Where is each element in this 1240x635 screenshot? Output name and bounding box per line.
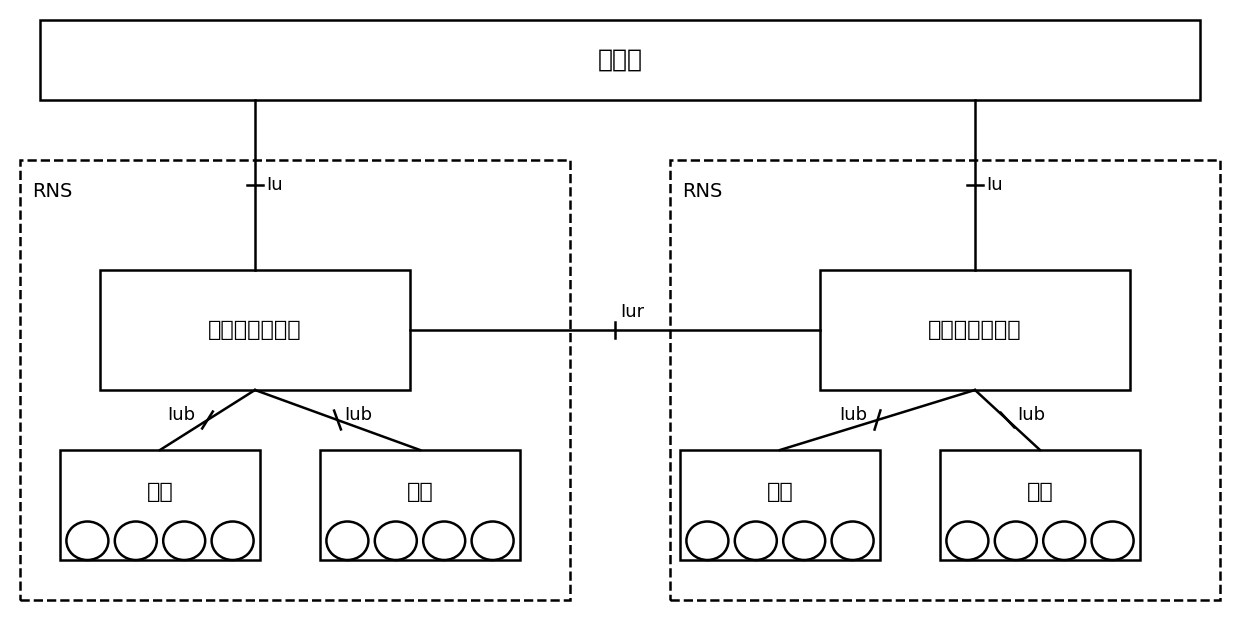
Text: Iub: Iub [167, 406, 195, 424]
Text: 基站: 基站 [146, 482, 174, 502]
Ellipse shape [374, 521, 417, 560]
Ellipse shape [1043, 521, 1085, 560]
Text: 基站: 基站 [1027, 482, 1053, 502]
Bar [940, 450, 1140, 560]
Bar [20, 160, 570, 600]
Ellipse shape [735, 521, 776, 560]
Text: Iub: Iub [1017, 406, 1045, 424]
Ellipse shape [423, 521, 465, 560]
Text: 基站: 基站 [766, 482, 794, 502]
Text: Iub: Iub [343, 406, 372, 424]
Ellipse shape [994, 521, 1037, 560]
Text: Iub: Iub [839, 406, 868, 424]
Text: RNS: RNS [32, 182, 72, 201]
Ellipse shape [832, 521, 874, 560]
Ellipse shape [115, 521, 156, 560]
Bar [60, 450, 260, 560]
Text: Iu: Iu [267, 176, 283, 194]
Ellipse shape [164, 521, 205, 560]
Ellipse shape [946, 521, 988, 560]
Bar [820, 270, 1130, 390]
Text: 基站: 基站 [407, 482, 433, 502]
Text: RNS: RNS [682, 182, 723, 201]
Text: 无线网络控制器: 无线网络控制器 [929, 320, 1022, 340]
Bar [320, 450, 520, 560]
Bar [670, 160, 1220, 600]
Text: 核心网: 核心网 [598, 48, 642, 72]
Ellipse shape [687, 521, 728, 560]
Text: 无线网络控制器: 无线网络控制器 [208, 320, 301, 340]
Ellipse shape [326, 521, 368, 560]
Text: Iu: Iu [986, 176, 1003, 194]
Text: Iur: Iur [620, 303, 644, 321]
Ellipse shape [784, 521, 825, 560]
Ellipse shape [471, 521, 513, 560]
Ellipse shape [67, 521, 108, 560]
Bar [100, 270, 410, 390]
Bar [40, 20, 1200, 100]
Bar [680, 450, 880, 560]
Ellipse shape [1091, 521, 1133, 560]
Ellipse shape [212, 521, 254, 560]
